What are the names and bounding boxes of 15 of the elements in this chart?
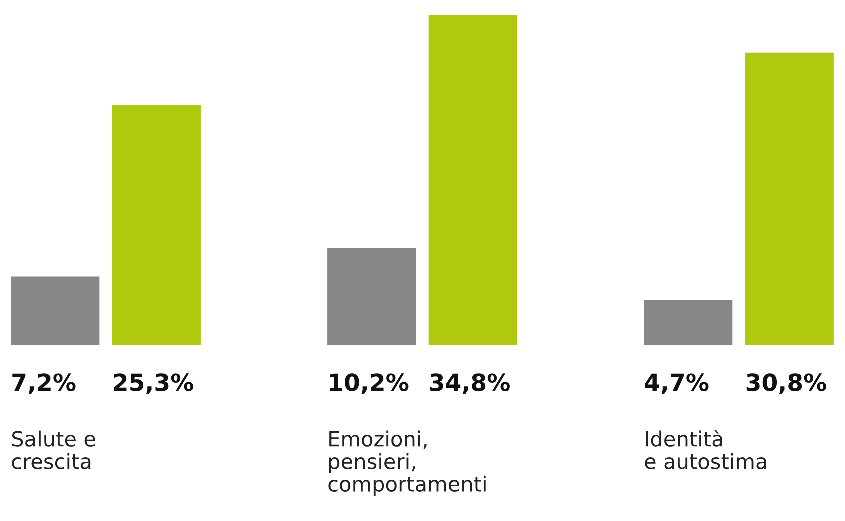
- data-label: 4,7%: [645, 374, 709, 394]
- data-label: 10,2%: [330, 374, 409, 394]
- x-tick-label: Identità e autostima: [645, 430, 766, 470]
- bar: [644, 300, 733, 345]
- x-tick-label: Emozioni, pensieri, comportamenti: [328, 430, 486, 496]
- data-label: 30,8%: [746, 374, 826, 394]
- data-label: 34,8%: [430, 374, 510, 394]
- bar: [328, 248, 416, 345]
- bar: [428, 15, 518, 345]
- data-label: 25,3%: [114, 374, 194, 394]
- bar: [112, 105, 201, 345]
- data-label: 7,2%: [12, 374, 76, 394]
- x-tick-label: Salute e crescita: [12, 430, 96, 470]
- bar: [745, 52, 834, 345]
- bar: [11, 276, 100, 345]
